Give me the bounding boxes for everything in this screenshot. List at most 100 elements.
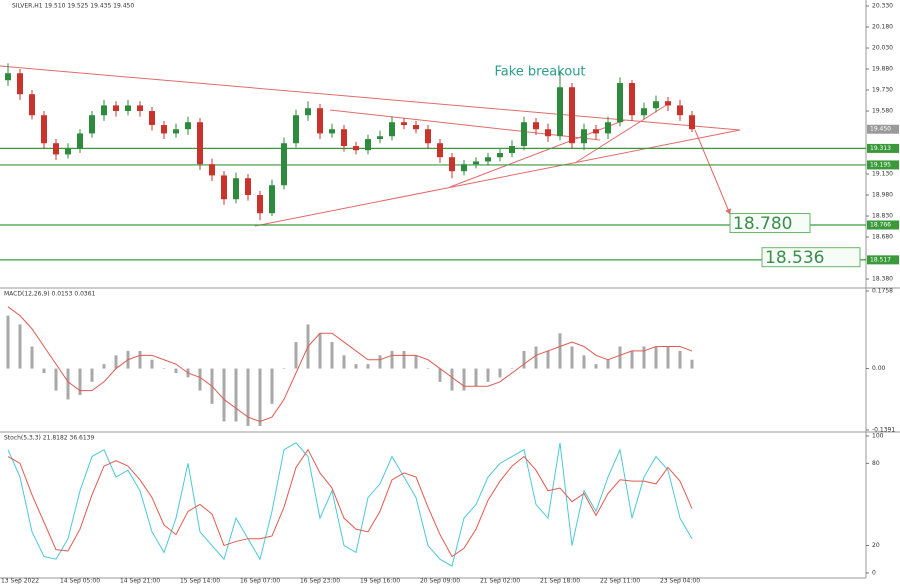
candle-body [17, 73, 23, 95]
candle-body [689, 115, 695, 130]
candle-body [269, 185, 275, 214]
macd-bar [222, 368, 226, 422]
y-tick-label: 20.180 [872, 24, 893, 31]
projection-arrow [694, 129, 731, 215]
candle-body [233, 178, 239, 200]
macd-bar [570, 346, 574, 369]
candle-body [629, 83, 635, 116]
macd-bar [534, 346, 538, 369]
macd-bar [234, 368, 238, 422]
macd-bar [498, 368, 502, 378]
macd-bar [378, 355, 382, 369]
candle-body [617, 83, 623, 123]
candle-body [413, 125, 419, 130]
y-tick-label: 100 [872, 432, 884, 439]
candle-body [5, 73, 11, 81]
x-tick-label: 22 Sep 11:00 [600, 578, 640, 585]
macd-bar [558, 333, 562, 369]
x-tick-label: 14 Sep 21:00 [120, 578, 160, 585]
candle-body [581, 129, 587, 144]
macd-bar [522, 350, 526, 369]
macd-bar [258, 368, 262, 426]
candle-body [101, 105, 107, 116]
target-box [729, 213, 811, 234]
macd-bar [594, 364, 598, 369]
candle-body [305, 108, 311, 116]
candle-body [485, 157, 491, 162]
trend-line [254, 129, 741, 227]
macd-bar [666, 346, 670, 369]
macd-bar [294, 342, 298, 369]
macd-bar [462, 368, 466, 391]
y-tick-label: 19.730 [872, 87, 893, 94]
candle-body [641, 108, 647, 116]
candle-body [53, 143, 59, 155]
candle-body [293, 115, 299, 144]
x-tick-label: 19 Sep 16:00 [360, 578, 400, 585]
trend-line [329, 109, 601, 141]
annotation: Fake breakout [494, 65, 585, 80]
macd-bar [438, 368, 442, 382]
trend-line [574, 103, 669, 164]
macd-bar [270, 368, 274, 404]
candle-body [449, 157, 455, 172]
candle-body [41, 115, 47, 144]
macd-bar [18, 324, 22, 369]
macd-bar [654, 346, 658, 369]
macd-bar [174, 368, 178, 373]
y-tick-label: 18.830 [872, 213, 893, 220]
candle-body [137, 105, 143, 112]
macd-bar [318, 333, 322, 369]
candle-body [569, 87, 575, 144]
macd-bar [330, 342, 334, 369]
target-label: 18.536 [765, 248, 824, 268]
macd-bar [42, 368, 46, 373]
x-tick-label: 16 Sep 07:00 [240, 578, 280, 585]
y-tick-label: 18.680 [872, 234, 893, 241]
x-tick-label: 15 Sep 14:00 [180, 578, 220, 585]
y-tick-label: 0 [872, 569, 876, 576]
y-tick-label: 19.880 [872, 66, 893, 73]
x-tick-label: 13 Sep 2022 [1, 578, 39, 585]
candle-body [221, 175, 227, 200]
macd-bar [630, 350, 634, 369]
candle-body [389, 122, 395, 137]
candle-body [185, 122, 191, 130]
candle-body [605, 122, 611, 134]
candle-body [113, 105, 119, 112]
macd-bar [582, 355, 586, 369]
y-tick-label: -0.1391 [872, 426, 895, 433]
candle-body [473, 161, 479, 165]
level-label: 19.313 [870, 145, 891, 152]
macd-bar [606, 359, 610, 369]
candle-body [125, 105, 131, 112]
candle-body [557, 87, 563, 137]
candle-body [593, 129, 599, 134]
macd-bar [114, 355, 118, 369]
macd-bar [198, 368, 202, 391]
stoch-d-line [7, 448, 693, 558]
x-tick-label: 20 Sep 09:00 [420, 578, 460, 585]
macd-bar [138, 350, 142, 369]
candle-body [77, 133, 83, 149]
macd-bar [54, 368, 58, 391]
current-price-label: 19.450 [870, 126, 891, 133]
candle-body [209, 164, 215, 176]
target-box [761, 247, 861, 268]
candle-body [353, 146, 359, 151]
macd-bar [390, 350, 394, 369]
macd-bar [162, 368, 166, 370]
macd-bar [282, 368, 286, 370]
macd-bar [102, 364, 106, 369]
macd-bar [366, 364, 370, 369]
macd-bar [690, 359, 694, 369]
y-tick-label: 20.330 [872, 3, 893, 10]
y-tick-label: 18.380 [872, 276, 893, 283]
current-price-badge [867, 124, 899, 134]
y-tick-label: 19.130 [872, 171, 893, 178]
candle-body [497, 153, 503, 158]
candle-body [377, 136, 383, 140]
level-badge [867, 160, 899, 170]
stoch-title: Stoch(5,3,3) 21.8182 36.6139 [4, 435, 95, 442]
candle-body [65, 148, 71, 155]
